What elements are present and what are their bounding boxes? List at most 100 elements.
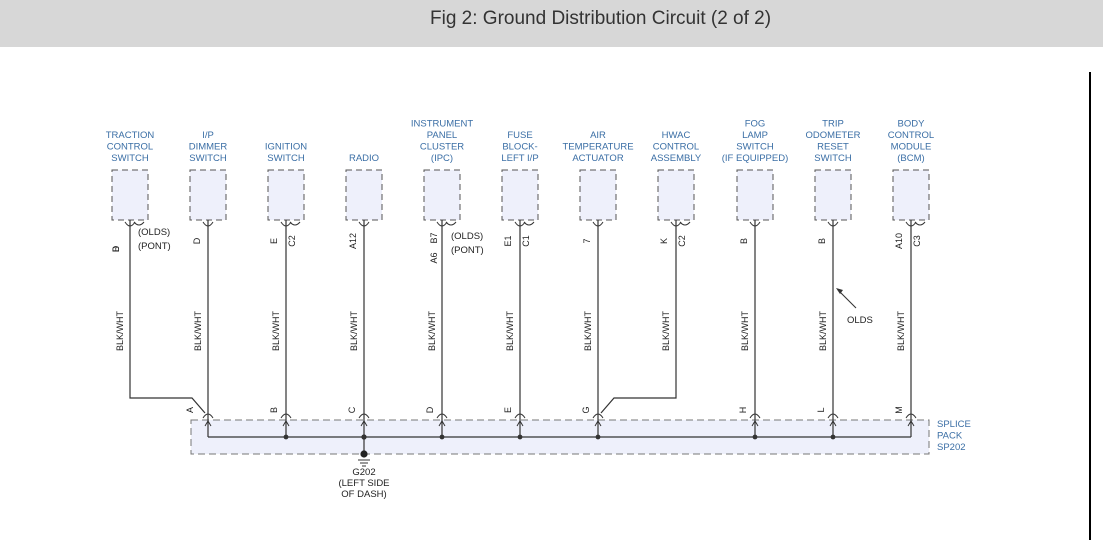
instrument-panel-cluster-wire-color: BLK/WHT [427,311,437,352]
body-control-module-wire-color: BLK/WHT [896,311,906,352]
ip-dimmer-switch-connector-arc [202,221,214,227]
fog-lamp-switch-wire-color: BLK/WHT [740,311,750,352]
hwac-control-assembly-connector-arc [670,221,682,227]
body-control-module-title-line: BODY [898,119,926,130]
ip-dimmer-switch-title-line: I/P [202,130,214,141]
instrument-panel-cluster-splice-pin-label: D [425,406,435,413]
trip-odometer-reset-switch-splice-arrow [829,420,837,427]
instrument-panel-cluster-bus-node [439,434,445,440]
ground-label: (LEFT SIDE [338,478,389,489]
fog-lamp-switch-title-line: FOG [745,119,766,130]
instrument-panel-cluster-box [423,169,461,221]
body-control-module-pin-label: A10 [894,233,904,249]
radio-box [345,169,383,221]
air-temperature-actuator-box [579,169,617,221]
traction-control-switch-note: (PONT) [138,241,171,252]
radio-splice-pin-label: C [347,406,357,413]
hwac-control-assembly-pin-label: C2 [677,235,687,247]
air-temperature-actuator-title-line: AIR [590,130,606,141]
fuse-block-left-ip-connector-arc [514,221,526,227]
trip-odometer-reset-switch-pin-label: B [817,238,827,244]
air-temperature-actuator-wire-color: BLK/WHT [583,311,593,352]
ip-dimmer-switch-title-line: DIMMER [189,142,228,153]
fuse-block-left-ip-box [501,169,539,221]
fog-lamp-switch-splice-arrow [751,420,759,427]
hwac-control-assembly-title-line: ASSEMBLY [651,153,702,164]
traction-control-switch-pin-label: B [111,246,121,252]
instrument-panel-cluster-title-line: INSTRUMENT [411,119,473,130]
fuse-block-left-ip-connector-arc-2 [523,221,535,226]
body-control-module-splice-arrow [907,420,915,427]
ignition-switch-pin-label: C2 [287,235,297,247]
instrument-panel-cluster-connector-arc [436,221,448,227]
air-temperature-actuator-bus-node [595,434,601,440]
traction-control-switch-wire [129,228,206,414]
fuse-block-left-ip-wire-color: BLK/WHT [505,311,515,352]
trip-odometer-reset-switch-title-line: ODOMETER [806,130,861,141]
ip-dimmer-switch-box [189,169,227,221]
ip-dimmer-switch-wire-color: BLK/WHT [193,311,203,352]
body-control-module-title-line: CONTROL [888,130,934,141]
air-temperature-actuator-connector-arc [592,221,604,227]
ignition-switch-bus-node [283,434,289,440]
fog-lamp-switch-bus-node [752,434,758,440]
ignition-switch-connector-arc [280,221,292,227]
right-border-rule [1089,72,1091,540]
traction-control-switch-title-line: TRACTION [106,130,155,141]
trip-odometer-reset-switch-splice-pin-label: L [816,407,826,412]
body-control-module-title-line: MODULE [891,142,932,153]
hwac-control-assembly-pin-label: K [659,238,669,244]
instrument-panel-cluster-title-line: PANEL [427,130,457,141]
instrument-panel-cluster-splice-arrow [438,420,446,427]
fuse-block-left-ip-splice-pin-label: E [503,407,513,413]
hwac-control-assembly-connector-arc-2 [679,221,691,226]
body-control-module-connector-arc-2 [914,221,926,226]
body-control-module-title-line: (BCM) [897,153,924,164]
trip-odometer-reset-switch-title-line: TRIP [822,119,844,130]
splice-pack-label: SP202 [937,442,966,453]
traction-control-switch-note: (OLDS) [138,227,170,238]
radio-splice-arrow [360,420,368,427]
fuse-block-left-ip-pin-label: C1 [521,235,531,247]
body-control-module-connector-arc [905,221,917,227]
traction-control-switch-connector-arc [124,221,136,227]
traction-control-switch-connector-arc-2 [133,221,145,226]
fuse-block-left-ip-title-line: LEFT I/P [501,153,538,164]
fog-lamp-switch-title-line: (IF EQUIPPED) [722,153,789,164]
fuse-block-left-ip-splice-arrow [516,420,524,427]
trip-odometer-reset-switch-title-line: SWITCH [814,153,852,164]
hwac-control-assembly-wire-color: BLK/WHT [661,311,671,352]
radio-title-line: RADIO [349,153,379,164]
fog-lamp-switch-title-line: LAMP [742,130,768,141]
splice-pack-label: SPLICE [937,419,971,430]
body-control-module-splice-pin-label: M [894,406,904,414]
ground-label: OF DASH) [341,489,386,500]
traction-control-switch-pin-label: D [111,245,121,252]
air-temperature-actuator-pin-label: 7 [582,238,592,243]
trip-odometer-reset-switch-box [814,169,852,221]
traction-control-switch-wire-color: BLK/WHT [115,311,125,352]
olds-arrow-line [837,289,857,309]
hwac-control-assembly-box [657,169,695,221]
radio-pin-label: A12 [348,233,358,249]
radio-wire-color: BLK/WHT [349,311,359,352]
instrument-panel-cluster-title-line: CLUSTER [420,142,464,153]
fuse-block-left-ip-title-line: BLOCK- [502,142,537,153]
ignition-switch-splice-pin-label: B [269,407,279,413]
air-temperature-actuator-splice-pin-label: G [581,406,591,413]
splice-pack-label: PACK [937,431,963,442]
air-temperature-actuator-splice-arrow [594,420,602,427]
instrument-panel-cluster-pin-label: B7 [429,232,439,243]
ground-bus-node [361,434,367,440]
ip-dimmer-switch-pin-label: D [192,237,202,244]
traction-control-switch-title-line: CONTROL [107,142,153,153]
air-temperature-actuator-title-line: TEMPERATURE [562,142,633,153]
ground-point-dot [360,450,368,458]
fog-lamp-switch-connector-arc [749,221,761,227]
ignition-switch-pin-label: E [269,238,279,244]
header-bar: Fig 2: Ground Distribution Circuit (2 of… [0,0,1103,47]
trip-odometer-reset-switch-bus-node [830,434,836,440]
ignition-switch-title-line: IGNITION [265,142,307,153]
ground-label: G202 [352,467,375,478]
